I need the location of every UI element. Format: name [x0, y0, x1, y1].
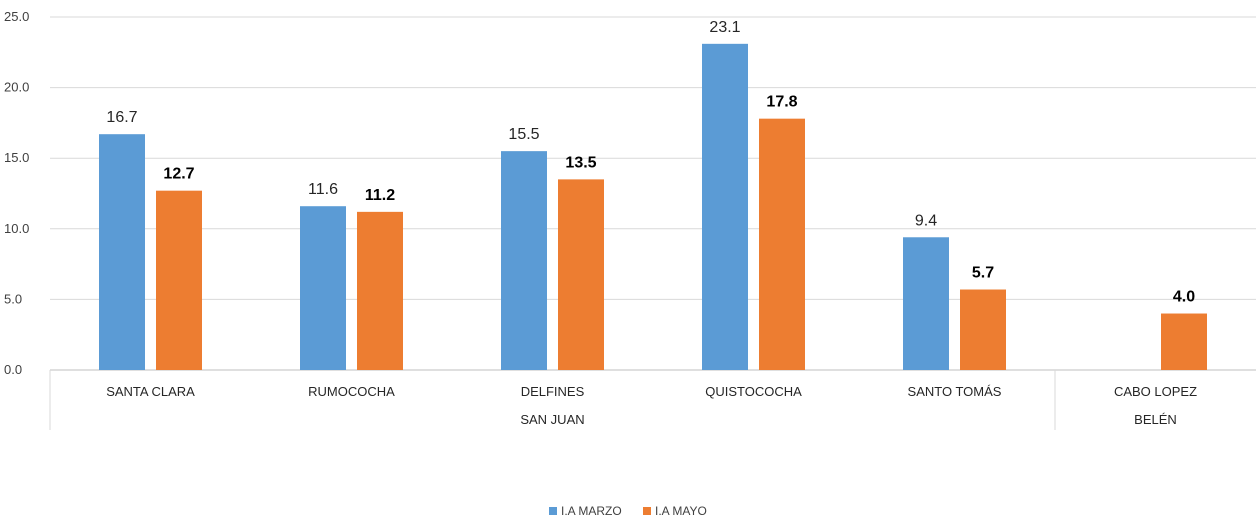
- y-tick-label: 10.0: [4, 221, 29, 236]
- data-label: 5.7: [972, 265, 994, 282]
- axes: 0.0 5.0 10.0 15.0 20.0 25.0 SANTA CLARA RUMOCOC…: [4, 9, 1197, 430]
- bar-mayo: [357, 211, 403, 370]
- bar-mayo: [558, 179, 604, 370]
- data-labels: 16.7 12.7 11.6 11.2 15.5 13.5 23.1 17.8 9.4 5.7 4.…: [106, 19, 1195, 306]
- y-tick-label: 0.0: [4, 362, 22, 377]
- x-tick-label: SANTA CLARA: [106, 384, 195, 399]
- x-tick-label: CABO LOPEZ: [1114, 384, 1197, 399]
- bar-marzo: [501, 151, 547, 370]
- bar-marzo: [99, 134, 145, 370]
- bar-marzo: [903, 237, 949, 370]
- y-tick-label: 5.0: [4, 291, 22, 306]
- group-label: BELÉN: [1134, 412, 1177, 427]
- bar-marzo: [300, 206, 346, 370]
- bar-mayo: [960, 289, 1006, 370]
- legend-label: I.A MARZO: [561, 504, 622, 518]
- y-tick-label: 25.0: [4, 9, 29, 24]
- bar-mayo: [1161, 313, 1207, 370]
- legend-label: I.A MAYO: [655, 504, 707, 518]
- y-tick-label: 15.0: [4, 150, 29, 165]
- x-tick-label: SANTO TOMÁS: [908, 384, 1002, 399]
- y-tick-label: 20.0: [4, 80, 29, 95]
- x-tick-label: DELFINES: [521, 384, 585, 399]
- data-label: 4.0: [1173, 289, 1195, 306]
- data-label: 23.1: [709, 19, 740, 36]
- data-label: 13.5: [565, 154, 596, 171]
- data-label: 11.6: [308, 181, 338, 198]
- bars: [99, 43, 1207, 370]
- data-label: 9.4: [915, 212, 937, 229]
- x-tick-label: QUISTOCOCHA: [705, 384, 802, 399]
- legend-swatch: [549, 507, 557, 515]
- data-label: 12.7: [163, 166, 194, 183]
- group-label: SAN JUAN: [520, 412, 584, 427]
- data-label: 17.8: [766, 94, 797, 111]
- bar-marzo: [702, 43, 748, 370]
- bar-mayo: [759, 118, 805, 370]
- data-label: 15.5: [508, 126, 539, 143]
- x-tick-label: RUMOCOCHA: [308, 384, 395, 399]
- data-label: 16.7: [106, 109, 137, 126]
- legend: I.A MARZO I.A MAYO: [549, 504, 707, 518]
- bar-mayo: [156, 190, 202, 370]
- data-label: 11.2: [365, 187, 395, 204]
- legend-swatch: [643, 507, 651, 515]
- gridlines: [50, 16, 1256, 371]
